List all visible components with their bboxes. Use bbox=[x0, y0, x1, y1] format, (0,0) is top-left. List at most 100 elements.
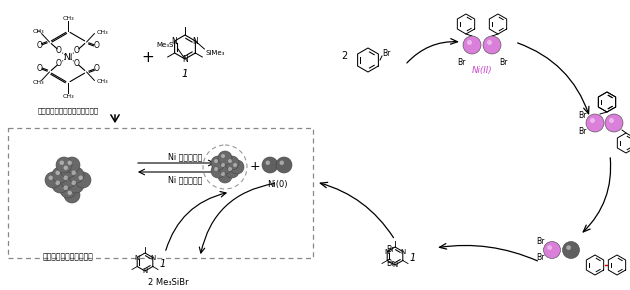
Circle shape bbox=[605, 114, 623, 132]
Text: N: N bbox=[135, 255, 140, 260]
Text: N: N bbox=[193, 37, 198, 46]
Text: ─: ─ bbox=[37, 30, 40, 35]
Text: O: O bbox=[37, 41, 43, 50]
Text: 1: 1 bbox=[160, 259, 166, 269]
Circle shape bbox=[60, 172, 76, 188]
Circle shape bbox=[60, 182, 76, 198]
Text: CH₃: CH₃ bbox=[33, 29, 44, 34]
Text: O: O bbox=[93, 41, 99, 50]
Text: Br: Br bbox=[382, 50, 391, 59]
Text: Br: Br bbox=[499, 58, 507, 67]
Text: Ni 原子の放出: Ni 原子の放出 bbox=[168, 153, 202, 162]
Circle shape bbox=[225, 156, 239, 170]
Text: Br: Br bbox=[386, 260, 394, 269]
Text: CH₃: CH₃ bbox=[33, 80, 44, 85]
Circle shape bbox=[228, 167, 232, 171]
Circle shape bbox=[228, 159, 232, 163]
Text: Br: Br bbox=[457, 58, 465, 67]
Circle shape bbox=[72, 171, 76, 175]
Circle shape bbox=[64, 186, 68, 190]
Text: Br: Br bbox=[536, 238, 544, 246]
Text: Br: Br bbox=[536, 253, 544, 262]
Text: Br: Br bbox=[578, 110, 586, 119]
Text: Me₃Si: Me₃Si bbox=[157, 42, 176, 48]
Circle shape bbox=[221, 172, 225, 176]
Circle shape bbox=[56, 157, 72, 173]
Text: CH₃: CH₃ bbox=[96, 30, 108, 35]
Text: O: O bbox=[93, 64, 99, 73]
Circle shape bbox=[64, 166, 68, 170]
Circle shape bbox=[49, 175, 53, 180]
Circle shape bbox=[218, 169, 232, 183]
Circle shape bbox=[55, 171, 60, 175]
Circle shape bbox=[64, 175, 68, 180]
Text: N: N bbox=[142, 268, 147, 274]
Circle shape bbox=[225, 164, 239, 178]
Circle shape bbox=[547, 245, 552, 250]
Circle shape bbox=[211, 164, 225, 178]
Circle shape bbox=[55, 180, 60, 185]
Circle shape bbox=[52, 177, 68, 193]
Circle shape bbox=[52, 167, 68, 183]
Circle shape bbox=[214, 167, 218, 171]
Text: O: O bbox=[37, 64, 43, 73]
Circle shape bbox=[265, 161, 270, 165]
Text: N: N bbox=[384, 249, 390, 255]
Text: 2 Me₃SiBr: 2 Me₃SiBr bbox=[147, 278, 188, 287]
Circle shape bbox=[544, 242, 561, 258]
Bar bbox=[8, 128, 313, 258]
Circle shape bbox=[67, 191, 72, 195]
Text: CH₃: CH₃ bbox=[62, 93, 74, 99]
Circle shape bbox=[75, 172, 91, 188]
Circle shape bbox=[566, 245, 571, 250]
Circle shape bbox=[230, 160, 244, 174]
Text: Ni: Ni bbox=[63, 52, 72, 61]
Text: CH₃: CH₃ bbox=[62, 15, 74, 21]
Text: 1: 1 bbox=[410, 253, 416, 263]
Text: Br: Br bbox=[386, 246, 394, 255]
Text: O: O bbox=[74, 46, 80, 55]
Circle shape bbox=[590, 118, 595, 123]
Circle shape bbox=[463, 36, 481, 54]
Circle shape bbox=[467, 40, 472, 45]
Text: O: O bbox=[56, 59, 62, 68]
Circle shape bbox=[280, 161, 284, 165]
Circle shape bbox=[487, 40, 492, 45]
Circle shape bbox=[563, 242, 580, 258]
Text: Ni 原子の回収: Ni 原子の回収 bbox=[168, 175, 202, 184]
Text: +: + bbox=[142, 50, 154, 66]
Text: N: N bbox=[400, 249, 406, 255]
Circle shape bbox=[218, 151, 232, 165]
Circle shape bbox=[483, 36, 501, 54]
Circle shape bbox=[68, 167, 84, 183]
Circle shape bbox=[60, 162, 76, 178]
Circle shape bbox=[214, 159, 218, 163]
Circle shape bbox=[609, 118, 614, 123]
Text: CH₃: CH₃ bbox=[96, 79, 108, 84]
Text: N: N bbox=[182, 55, 188, 64]
Circle shape bbox=[64, 157, 80, 173]
Text: N: N bbox=[150, 255, 156, 260]
Text: Ni(0): Ni(0) bbox=[266, 180, 287, 189]
Text: N: N bbox=[392, 262, 398, 268]
Circle shape bbox=[221, 163, 225, 167]
Circle shape bbox=[64, 187, 80, 203]
Circle shape bbox=[233, 163, 237, 167]
Text: Br: Br bbox=[578, 128, 586, 137]
Circle shape bbox=[67, 161, 72, 165]
Circle shape bbox=[218, 160, 232, 174]
Circle shape bbox=[68, 177, 84, 193]
Text: O: O bbox=[74, 59, 80, 68]
Text: 1: 1 bbox=[181, 69, 188, 79]
Text: ニッケルアセチルアセトナート: ニッケルアセチルアセトナート bbox=[37, 107, 99, 114]
Text: SiMe₃: SiMe₃ bbox=[205, 50, 225, 56]
Circle shape bbox=[72, 180, 76, 185]
Text: N: N bbox=[172, 37, 178, 46]
Text: 2: 2 bbox=[341, 51, 348, 61]
Circle shape bbox=[45, 172, 61, 188]
Circle shape bbox=[276, 157, 292, 173]
Circle shape bbox=[586, 114, 604, 132]
Circle shape bbox=[79, 175, 83, 180]
Circle shape bbox=[211, 156, 225, 170]
Text: Ni(II): Ni(II) bbox=[472, 66, 492, 75]
